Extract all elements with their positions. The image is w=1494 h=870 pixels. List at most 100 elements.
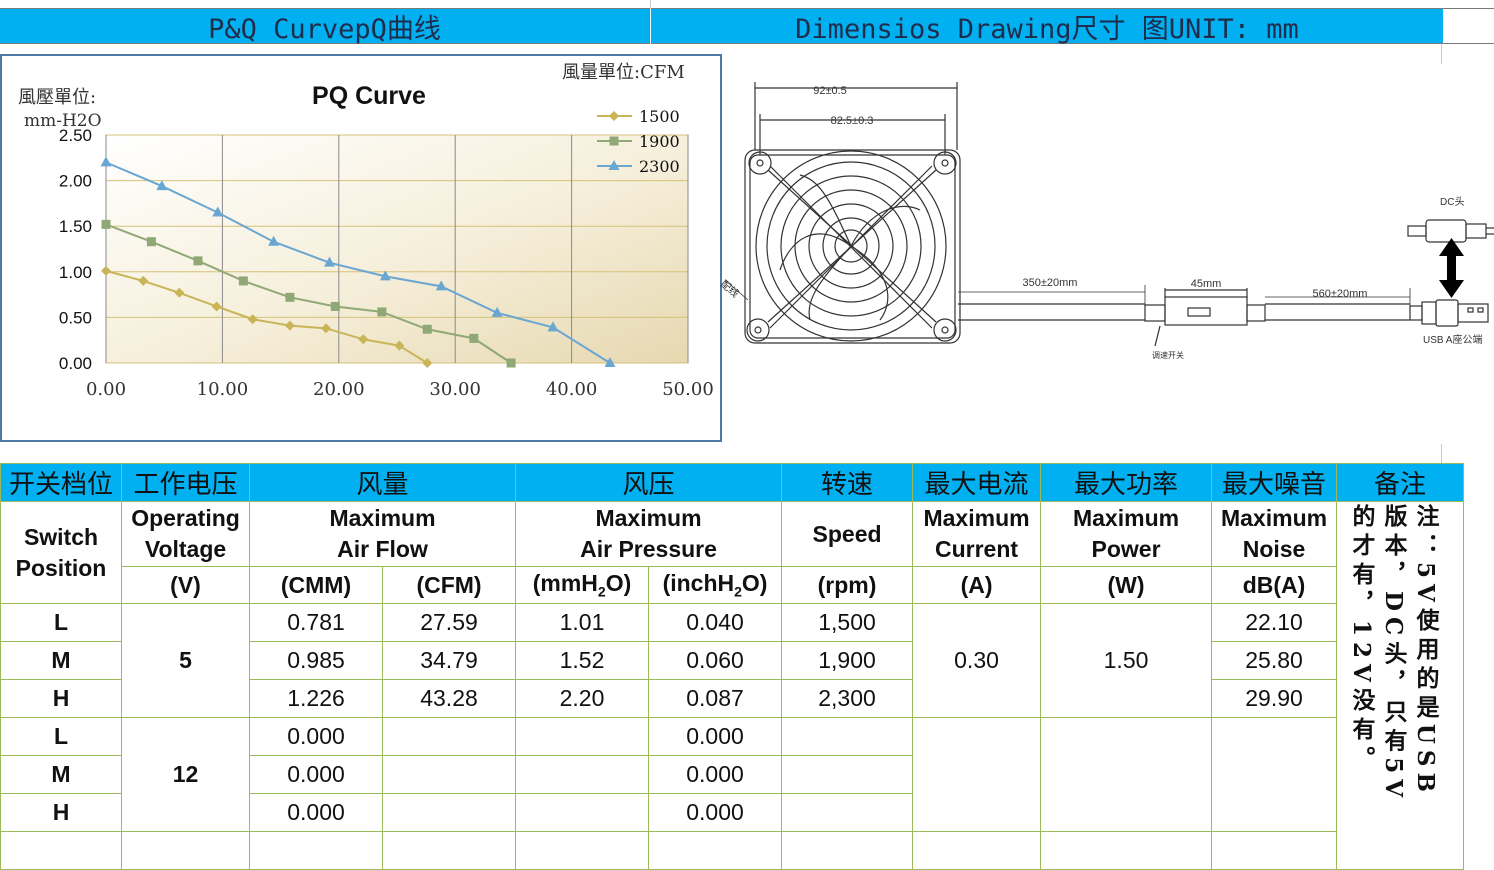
cfm-cell: 27.59 (381, 603, 517, 642)
mmh2o-cell (515, 717, 650, 756)
dim-92-label: 92±0.5 (813, 85, 847, 97)
rpm-cell: 1,900 (781, 641, 914, 680)
unit-amp: (A) (912, 566, 1042, 604)
x-tick-label: 40.00 (546, 379, 598, 400)
unit-voltage: (V) (121, 566, 250, 604)
y-unit-value: mm-H2O (24, 111, 102, 131)
y-tick-label: 2.50 (59, 126, 92, 145)
cmm-cell: 0.000 (249, 755, 383, 794)
mount-hole-icon (933, 151, 957, 175)
inchh2o-cell: 0.000 (648, 793, 783, 832)
data-point-1900 (146, 237, 156, 247)
note-cell: 注：5V使用的是USB版本，DC头，只有5V的才有，12V没有。 (1336, 501, 1465, 870)
data-point-1900 (101, 219, 111, 229)
unit-dba: dB(A) (1211, 566, 1338, 604)
x-tick-label: 30.00 (429, 379, 481, 400)
data-point-1900 (193, 256, 203, 266)
switch-position: H (0, 793, 122, 832)
voltage-cell: 12 (121, 717, 250, 832)
fan-guard-icon (755, 150, 947, 342)
inchh2o-cell: 0.040 (648, 603, 783, 642)
x-tick-label: 0.00 (86, 379, 126, 400)
legend-marker-2300 (608, 160, 620, 170)
rpm-cell (781, 755, 914, 794)
table-row: H 0.000 0.000 (0, 793, 1464, 832)
table-row (0, 831, 1464, 870)
header-row-cn: 开关档位 工作电压 风量 风压 转速 最大电流 最大功率 最大噪音 备注 (0, 463, 1465, 502)
chart-grid (105, 134, 689, 364)
data-point-1500 (394, 340, 405, 351)
table-row: M 0.000 0.000 (0, 755, 1464, 794)
col-pressure-cn: 风压 (515, 463, 783, 502)
grid-line (1441, 444, 1442, 463)
y-tick-label: 0.50 (59, 308, 92, 327)
data-point-2300 (323, 256, 335, 267)
cfm-cell (381, 793, 517, 832)
table-row: L 12 0.000 0.000 (0, 717, 1464, 832)
header-filler-cell (1443, 8, 1494, 44)
double-arrow-icon (1439, 238, 1464, 298)
max-airflow-header: Maximum Air Flow (248, 501, 517, 567)
data-point-1500 (247, 314, 258, 325)
legend-marker-1900 (609, 136, 619, 146)
switch-position: L (0, 603, 122, 642)
data-point-1500 (284, 320, 295, 331)
chart-axes: 0.00 0.50 1.00 1.50 2.00 2.50 0.00 10.00 20.00 30… (59, 126, 714, 400)
col-switch-cn: 开关档位 (0, 463, 122, 502)
switch-position: L (0, 717, 122, 756)
dc-plug-icon (1425, 219, 1467, 243)
data-point-2300 (435, 280, 447, 291)
y-tick-label: 2.00 (59, 172, 92, 191)
mmh2o-cell (515, 793, 650, 832)
cmm-cell: 0.000 (249, 717, 383, 756)
data-point-1500 (138, 275, 149, 286)
switch-position: M (0, 641, 122, 680)
series-line-2300 (105, 161, 611, 364)
grid-line (650, 0, 651, 8)
x-tick-label: 10.00 (197, 379, 249, 400)
mmh2o-cell: 1.01 (515, 603, 650, 642)
max-power-header: Maximum Power (1040, 501, 1213, 567)
cmm-cell: 0.000 (249, 793, 383, 832)
pq-curve-plot: 0.00 0.50 1.00 1.50 2.00 2.50 0.00 10.00 20.00 30… (18, 62, 714, 400)
data-point-2300 (604, 357, 616, 367)
noise-cell: 25.80 (1211, 641, 1338, 680)
unit-row: (V) (CMM) (CFM) (mmH2O) (inchH2O) (rpm) … (1, 566, 1464, 604)
fan-frame (744, 149, 961, 344)
legend-label-1500: 1500 (639, 107, 680, 126)
dc-head-label: DC头 (1440, 196, 1464, 208)
col-current-cn: 最大电流 (912, 463, 1042, 502)
cmm-cell: 0.781 (249, 603, 383, 642)
spec-table: 开关档位 工作电压 风量 风压 转速 最大电流 最大功率 最大噪音 备注 Swi… (0, 463, 1465, 870)
switch-position: M (0, 755, 122, 794)
y-tick-label: 1.00 (59, 263, 92, 282)
col-voltage-cn: 工作电压 (121, 463, 250, 502)
col-airflow-cn: 风量 (248, 463, 517, 502)
cfm-cell (381, 755, 517, 794)
power-cell: 1.50 (1040, 603, 1213, 718)
data-point-1900 (469, 333, 479, 343)
mount-hole-icon (746, 318, 770, 342)
rpm-cell: 2,300 (781, 679, 914, 718)
noise-cell (1211, 717, 1338, 832)
max-current-header: Maximum Current (912, 501, 1042, 567)
inchh2o-cell: 0.000 (648, 717, 783, 756)
power-cell (1040, 717, 1213, 832)
mount-hole-icon (933, 318, 957, 342)
data-point-1500 (320, 323, 331, 334)
data-point-2300 (491, 306, 503, 317)
data-point-1500 (101, 265, 111, 276)
header-row-en: Switch Position Operating Voltage Maximum A… (0, 501, 1465, 870)
unit-cfm: (CFM) (381, 566, 517, 604)
data-point-1500 (422, 358, 433, 368)
y-tick-label: 0.00 (59, 354, 92, 373)
usb-label: USB A座公端 (1423, 333, 1482, 346)
y-tick-label: 1.50 (59, 217, 92, 236)
table-row: M 0.985 34.79 1.52 0.060 1,900 25.80 (0, 641, 1464, 680)
data-point-1900 (506, 358, 516, 368)
data-point-2300 (547, 321, 559, 332)
col-power-cn: 最大功率 (1040, 463, 1213, 502)
data-point-2300 (379, 270, 391, 281)
data-point-1900 (377, 307, 387, 317)
dim-350-label: 350±20mm (1023, 277, 1078, 289)
